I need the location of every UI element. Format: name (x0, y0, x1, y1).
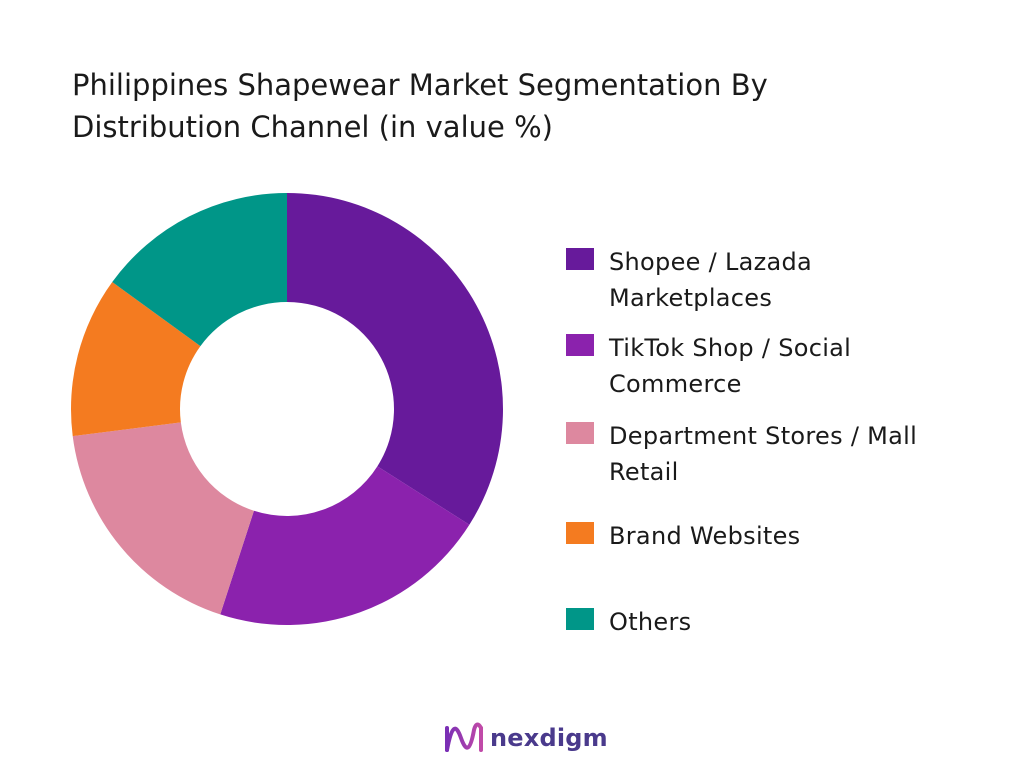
legend-item-shopee-lazada: Shopee / Lazada Marketplaces (566, 244, 999, 316)
legend-label-line: TikTok Shop / Social (609, 334, 852, 362)
legend-label-others: Others (609, 604, 999, 640)
legend-item-others: Others (566, 604, 999, 640)
legend-label-line: Retail (609, 458, 679, 486)
legend-label-brand-websites: Brand Websites (609, 518, 999, 554)
donut-slice-tiktok-shop (220, 466, 470, 626)
donut-slices (71, 193, 503, 626)
legend-swatch-others (566, 608, 594, 630)
chart-title: Philippines Shapewear Market Segmentatio… (72, 64, 932, 148)
chart-title-line-1: Philippines Shapewear Market Segmentatio… (72, 68, 768, 102)
legend-label-line: Commerce (609, 370, 742, 398)
nexdigm-logo-text: nexdigm (490, 724, 608, 752)
nexdigm-wave-logo-icon (445, 722, 483, 752)
legend-label-tiktok-shop: TikTok Shop / Social Commerce (609, 330, 999, 402)
legend-label-line: Department Stores / Mall (609, 422, 918, 450)
donut-slice-brand-websites (71, 282, 201, 437)
legend-label-line: Marketplaces (609, 284, 773, 312)
legend-swatch-tiktok-shop (566, 334, 594, 356)
legend-label-line: Brand Websites (609, 522, 801, 550)
legend-swatch-brand-websites (566, 522, 594, 544)
legend-item-brand-websites: Brand Websites (566, 518, 999, 554)
donut-slice-others (112, 193, 288, 347)
nexdigm-logo: nexdigm (444, 720, 608, 756)
legend-label-line: Others (609, 608, 692, 636)
legend-label-line: Shopee / Lazada (609, 248, 813, 276)
legend-item-department-stores: Department Stores / Mall Retail (566, 418, 999, 490)
legend-swatch-department-stores (566, 422, 594, 444)
donut-slice-shopee-lazada (287, 193, 503, 525)
donut-slice-department-stores (72, 422, 254, 615)
legend-swatch-shopee-lazada (566, 248, 594, 270)
legend-label-shopee-lazada: Shopee / Lazada Marketplaces (609, 244, 999, 316)
legend-label-department-stores: Department Stores / Mall Retail (609, 418, 999, 490)
legend-item-tiktok-shop: TikTok Shop / Social Commerce (566, 330, 999, 402)
chart-title-line-2: Distribution Channel (in value %) (72, 110, 553, 144)
